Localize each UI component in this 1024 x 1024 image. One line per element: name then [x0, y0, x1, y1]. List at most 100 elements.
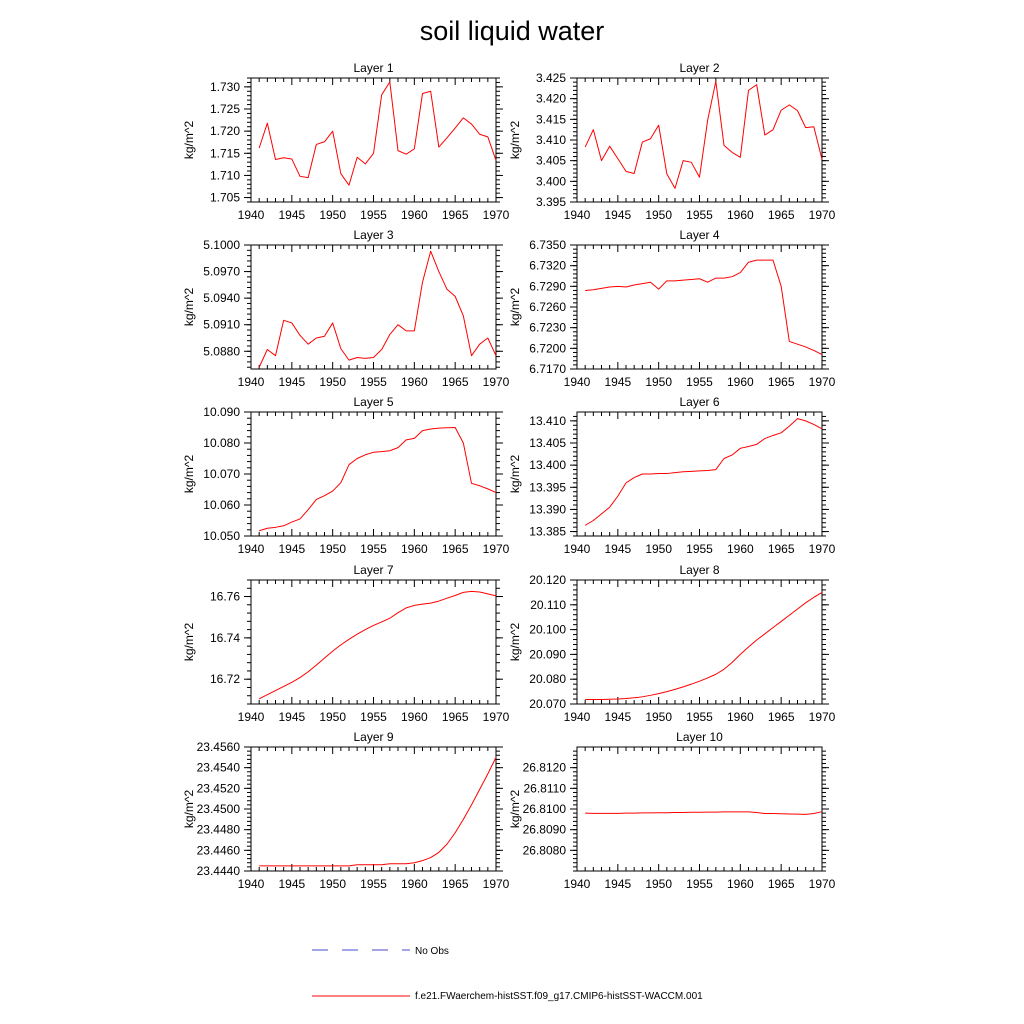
panel-title: Layer 5: [353, 395, 393, 409]
y-tick-label: 6.7200: [529, 341, 566, 355]
x-tick-label: 1945: [604, 710, 631, 724]
x-tick-label: 1970: [483, 710, 510, 724]
panel-title: Layer 8: [679, 563, 719, 577]
x-tick-label: 1940: [564, 710, 591, 724]
x-tick-label: 1945: [278, 375, 305, 389]
y-tick-label: 1.720: [210, 124, 240, 138]
x-tick-label: 1960: [727, 877, 754, 891]
y-tick-label: 23.4540: [197, 761, 241, 775]
legend-entry-no-obs: No Obs: [312, 946, 449, 957]
x-tick-label: 1960: [401, 208, 428, 222]
y-tick-label: 6.7350: [529, 238, 566, 252]
x-tick-label: 1960: [727, 710, 754, 724]
y-axis-label: kg/m^2: [508, 623, 522, 662]
y-tick-label: 26.8120: [523, 761, 567, 775]
y-axis-label: kg/m^2: [182, 790, 196, 829]
panel-title: Layer 6: [679, 395, 719, 409]
panel-layer-10: Layer 10 1940 1945 1950 1955 1960 1965 1970 26.8…: [508, 730, 836, 891]
y-tick-label: 26.8110: [524, 781, 567, 795]
x-tick-label: 1960: [401, 542, 428, 556]
y-tick-label: 23.4480: [197, 823, 241, 837]
x-tick-label: 1955: [360, 208, 387, 222]
panel-title: Layer 7: [353, 563, 393, 577]
x-tick-label: 1955: [686, 710, 713, 724]
panel-title: Layer 1: [353, 61, 393, 75]
x-tick-label: 1970: [483, 208, 510, 222]
panel-layer-1: Layer 1 1940 1945 1950 1955 1960 1965 1970 1.705…: [182, 61, 510, 222]
y-tick-label: 13.410: [529, 414, 566, 428]
x-tick-label: 1940: [564, 208, 591, 222]
y-tick-label: 10.080: [203, 436, 240, 450]
x-tick-label: 1970: [809, 542, 836, 556]
x-tick-label: 1960: [401, 877, 428, 891]
panel-title: Layer 3: [353, 228, 393, 242]
y-tick-label: 5.0880: [203, 344, 240, 358]
y-tick-label: 20.070: [529, 697, 566, 711]
x-tick-label: 1960: [401, 375, 428, 389]
y-tick-label: 10.070: [203, 467, 240, 481]
y-tick-label: 1.725: [210, 102, 240, 116]
y-tick-label: 5.0910: [203, 318, 240, 332]
x-tick-label: 1940: [238, 542, 265, 556]
x-tick-label: 1945: [604, 208, 631, 222]
y-tick-label: 6.7260: [529, 300, 566, 314]
x-tick-label: 1945: [604, 877, 631, 891]
y-tick-label: 5.0970: [203, 265, 240, 279]
x-tick-label: 1965: [768, 877, 795, 891]
panel-layer-6: Layer 6 1940 1945 1950 1955 1960 1965 1970 13.38…: [508, 395, 836, 556]
panel-layer-5: Layer 5 1940 1945 1950 1955 1960 1965 1970 10.05…: [182, 395, 510, 556]
x-tick-label: 1955: [686, 375, 713, 389]
x-tick-label: 1950: [645, 710, 672, 724]
x-tick-label: 1955: [360, 710, 387, 724]
panel-title: Layer 2: [679, 61, 719, 75]
x-tick-label: 1970: [483, 542, 510, 556]
x-tick-label: 1955: [360, 877, 387, 891]
y-tick-label: 26.8090: [523, 823, 567, 837]
y-tick-label: 6.7230: [529, 321, 566, 335]
y-tick-label: 10.060: [203, 498, 240, 512]
x-tick-label: 1960: [727, 208, 754, 222]
x-tick-label: 1945: [278, 710, 305, 724]
y-tick-label: 5.0940: [203, 291, 240, 305]
panel-title: Layer 10: [676, 730, 723, 744]
x-tick-label: 1965: [768, 375, 795, 389]
y-tick-label: 3.425: [536, 71, 566, 85]
x-tick-label: 1965: [442, 877, 469, 891]
y-axis-label: kg/m^2: [182, 623, 196, 662]
y-tick-label: 13.405: [529, 436, 566, 450]
y-tick-label: 26.8100: [523, 802, 567, 816]
y-tick-label: 5.1000: [203, 238, 240, 252]
y-axis-label: kg/m^2: [508, 790, 522, 829]
x-tick-label: 1950: [319, 375, 346, 389]
x-tick-label: 1940: [238, 710, 265, 724]
x-tick-label: 1950: [645, 542, 672, 556]
y-tick-label: 23.4560: [197, 740, 241, 754]
series-line: [258, 81, 497, 186]
x-tick-label: 1955: [686, 208, 713, 222]
x-tick-label: 1950: [645, 375, 672, 389]
x-tick-label: 1955: [686, 542, 713, 556]
x-tick-label: 1960: [727, 375, 754, 389]
y-tick-label: 23.4460: [197, 843, 241, 857]
series-line: [258, 590, 497, 700]
y-tick-label: 3.410: [536, 133, 566, 147]
series-line: [585, 591, 823, 701]
x-tick-label: 1950: [645, 208, 672, 222]
x-tick-label: 1945: [604, 542, 631, 556]
panel-layer-8: Layer 8 1940 1945 1950 1955 1960 1965 1970 20.07…: [508, 563, 836, 724]
y-tick-label: 3.405: [536, 154, 566, 168]
x-tick-label: 1965: [768, 710, 795, 724]
x-tick-label: 1945: [278, 542, 305, 556]
x-tick-label: 1965: [442, 542, 469, 556]
x-tick-label: 1955: [360, 375, 387, 389]
y-tick-label: 20.100: [529, 623, 566, 637]
y-axis-label: kg/m^2: [508, 455, 522, 494]
y-tick-label: 13.390: [529, 502, 566, 516]
x-tick-label: 1950: [319, 208, 346, 222]
x-tick-label: 1965: [442, 375, 469, 389]
y-tick-label: 23.4440: [197, 864, 241, 878]
legend-label: f.e21.FWaerchem-histSST.f09_g17.CMIP6-hi…: [415, 991, 703, 1002]
x-tick-label: 1960: [727, 542, 754, 556]
